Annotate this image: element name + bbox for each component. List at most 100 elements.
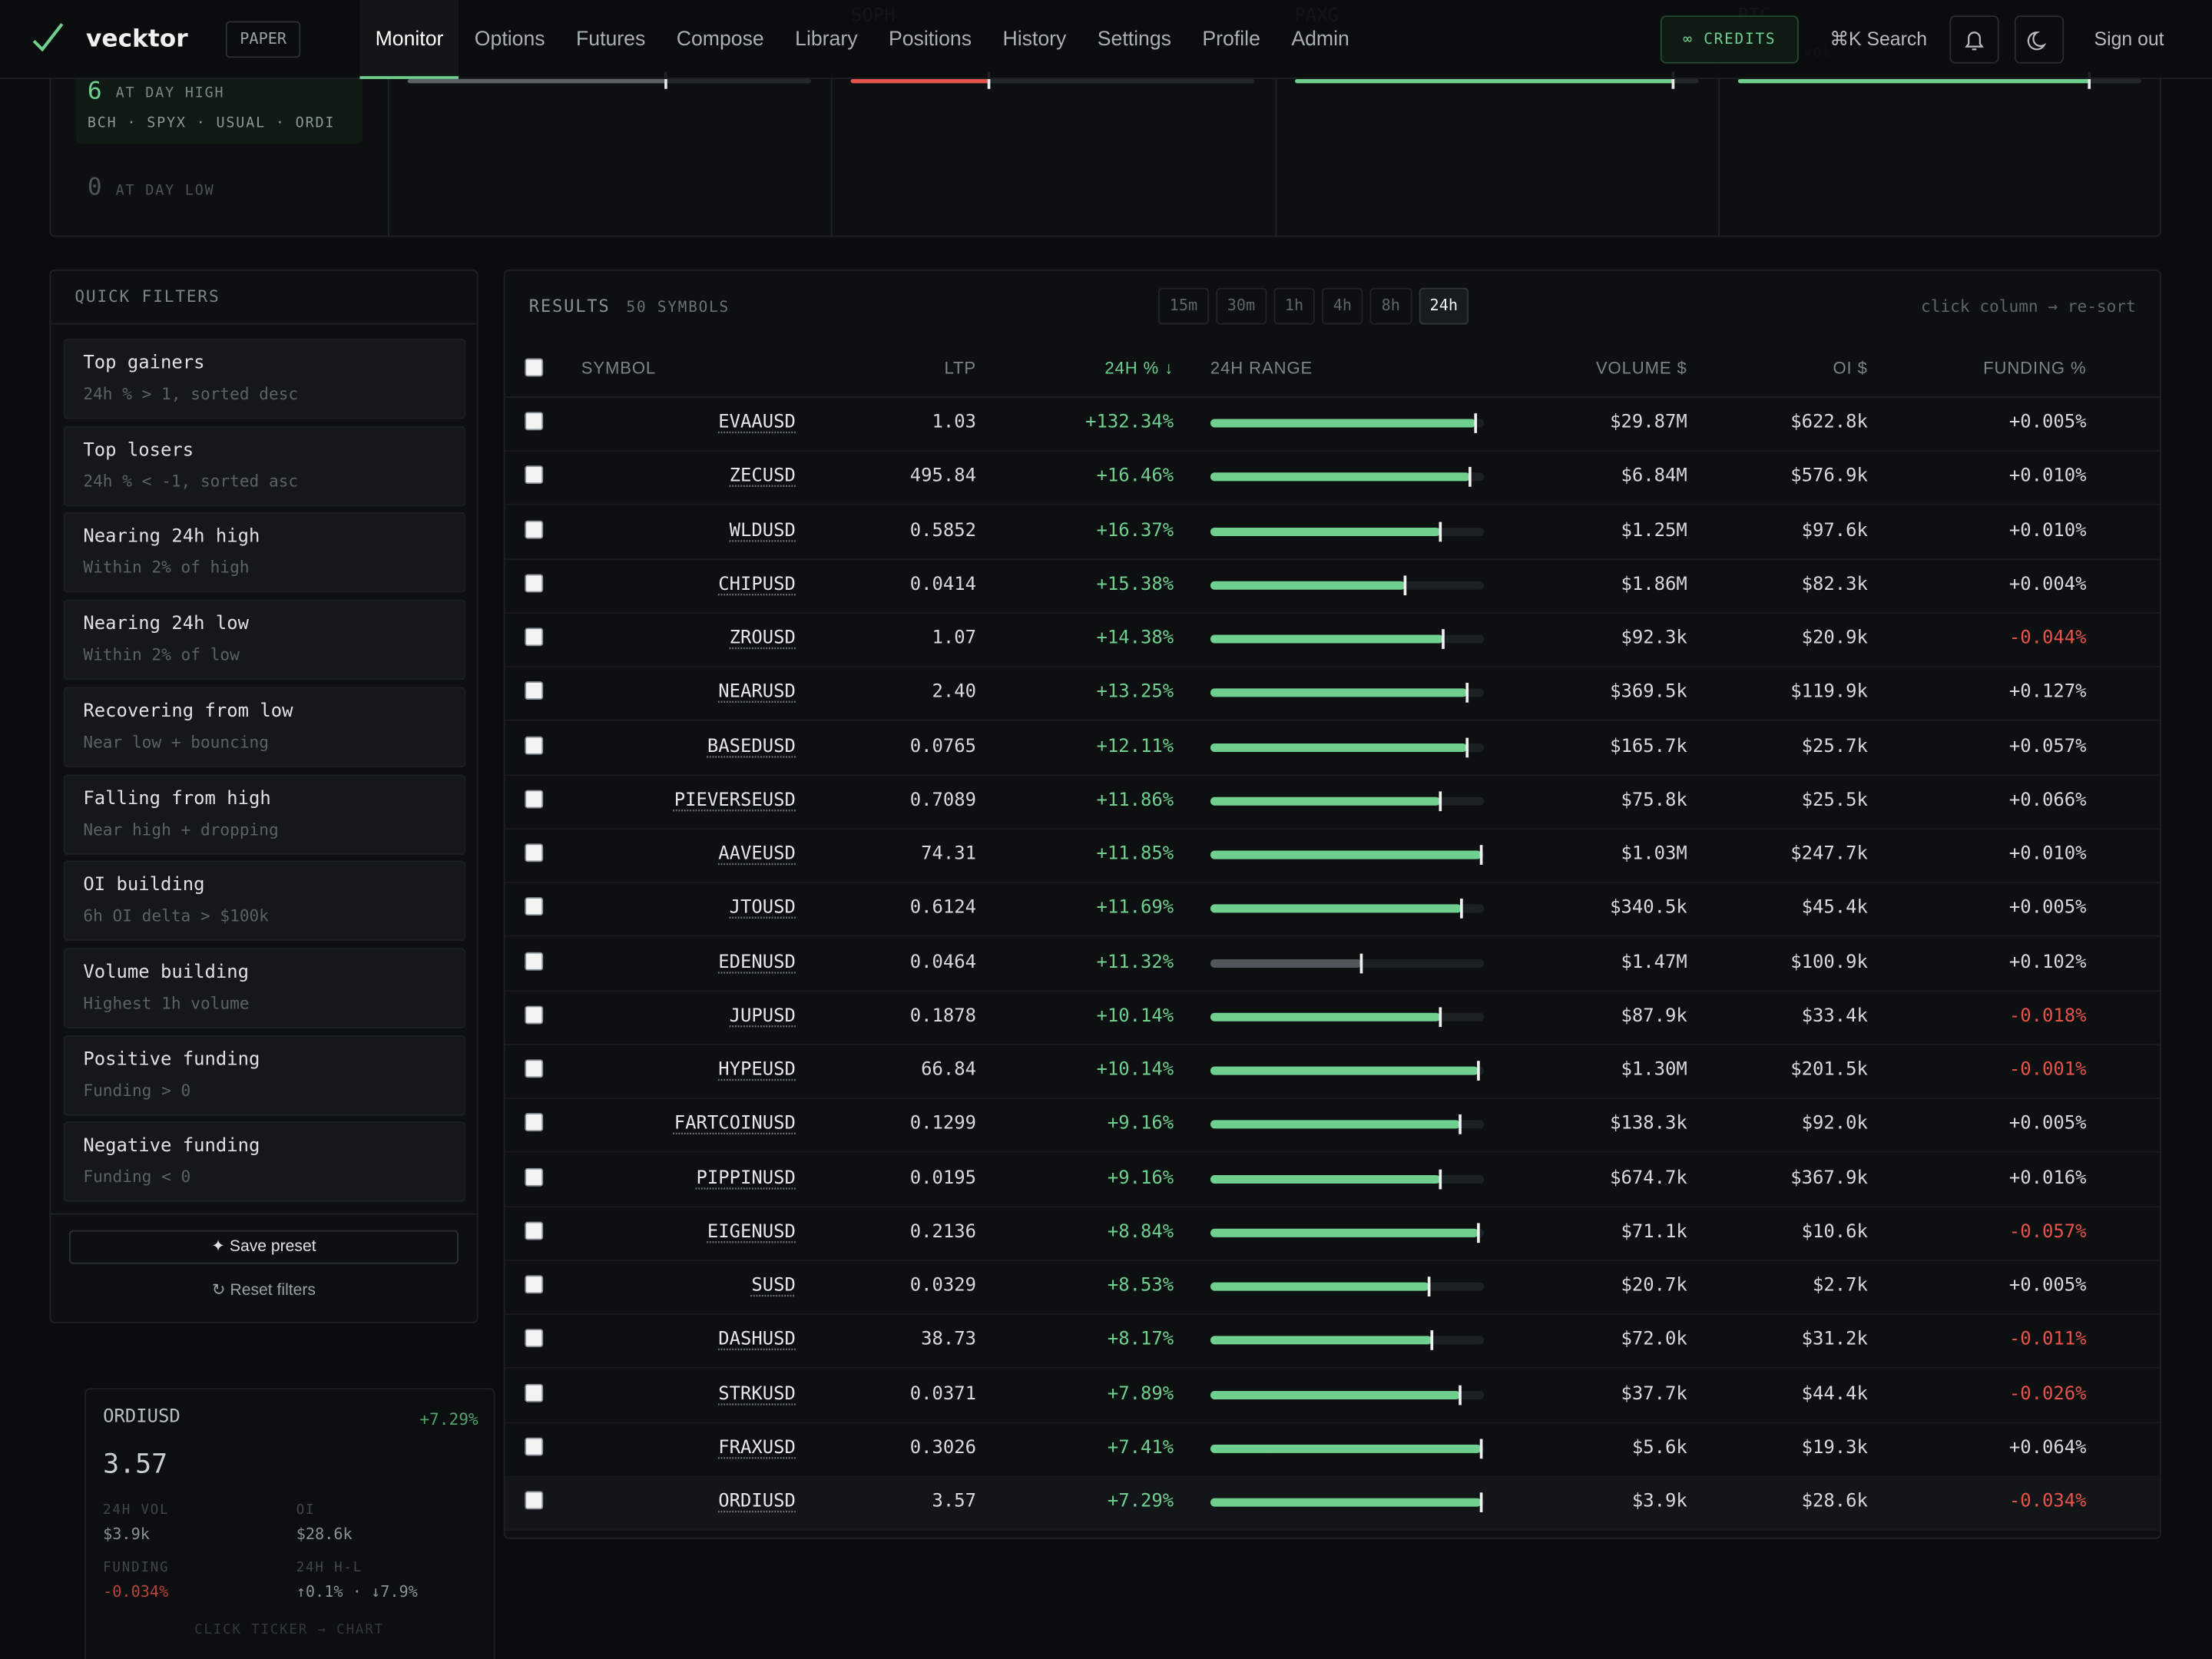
symbol[interactable]: WLDUSD [729,519,796,541]
filter-name[interactable]: Positive funding [83,1048,260,1071]
checkbox[interactable] [525,1167,544,1186]
nav-item[interactable]: Library [795,28,858,51]
filter-item[interactable] [63,860,466,942]
filter-item[interactable] [63,512,466,594]
filter-desc[interactable]: 24h % > 1, sorted desc [83,383,299,404]
checkbox[interactable] [525,574,544,592]
column-header[interactable]: 24H RANGE [1210,358,1313,379]
column-header[interactable]: 24H % ↓ [1104,358,1174,379]
column-header[interactable]: LTP [944,358,977,379]
filter-desc[interactable]: Funding < 0 [83,1167,191,1187]
filter-item[interactable] [63,1035,466,1116]
filter-name[interactable]: Recovering from low [83,700,293,723]
filter-item[interactable] [63,948,466,1028]
checkbox[interactable] [525,1221,544,1240]
checkbox[interactable] [525,1491,544,1510]
reset-filters[interactable]: ↻ Reset filters [211,1282,316,1300]
filter-name[interactable]: Volume building [83,962,250,984]
checkbox[interactable] [525,843,544,863]
symbol[interactable]: STRKUSD [718,1382,796,1405]
column-header[interactable]: FUNDING % [1983,358,2087,379]
filter-desc[interactable]: Highest 1h volume [83,992,250,1013]
notifications-button[interactable] [1949,15,1999,64]
checkbox[interactable] [525,519,544,538]
nav-item[interactable]: Options [474,28,545,51]
checkbox[interactable] [525,951,544,970]
filter-name[interactable]: Negative funding [83,1136,260,1157]
nav-item[interactable]: Monitor [359,0,459,79]
theme-button[interactable] [2014,15,2065,64]
detail-hint[interactable]: CLICK TICKER → CHART [194,1622,384,1638]
symbol[interactable]: EDENUSD [718,951,796,973]
filter-name[interactable]: OI building [83,875,205,896]
checkbox[interactable] [525,465,544,485]
column-header[interactable]: OI $ [1833,358,1868,379]
symbol[interactable]: CHIPUSD [718,574,796,595]
column-header[interactable]: VOLUME $ [1595,358,1687,379]
filter-name[interactable]: Nearing 24h high [83,526,260,548]
filter-item[interactable] [63,599,466,680]
symbol[interactable]: JTOUSD [729,897,796,919]
symbol[interactable]: ZROUSD [729,628,796,649]
checkbox[interactable] [525,1005,544,1025]
timeframe-button[interactable]: 8h [1369,287,1412,325]
filter-name[interactable]: Top losers [83,439,194,462]
filter-item[interactable] [63,338,466,419]
timeframe-button[interactable]: 1h [1273,287,1315,325]
credits-button[interactable]: ∞ CREDITS [1660,15,1799,64]
save-preset[interactable]: ✦ Save preset [69,1230,459,1264]
filter-name[interactable]: Falling from high [83,787,271,810]
sign-out[interactable]: Sign out [2094,28,2164,50]
timeframe-button[interactable]: 4h [1322,287,1363,325]
checkbox[interactable] [525,1275,544,1294]
timeframe-button[interactable]: 30m [1216,287,1267,325]
symbol[interactable]: ZECUSD [729,465,796,488]
symbol[interactable]: SUSD [751,1275,796,1296]
timeframe-button[interactable]: 24h [1418,287,1469,325]
checkbox[interactable] [525,790,544,808]
checkbox[interactable] [525,897,544,916]
checkbox[interactable] [525,1437,544,1456]
filter-desc[interactable]: Funding > 0 [83,1080,191,1100]
filter-desc[interactable]: Near high + dropping [83,819,279,839]
symbol[interactable]: PIEVERSEUSD [674,790,796,811]
nav-item[interactable]: Profile [1202,28,1260,51]
filter-item[interactable] [63,1121,466,1203]
filter-desc[interactable]: Near low + bouncing [83,731,270,752]
symbol[interactable]: HYPEUSD [718,1059,796,1081]
nav-item[interactable]: History [1002,28,1067,51]
symbol[interactable]: FARTCOINUSD [674,1113,796,1135]
checkbox[interactable] [525,1059,544,1078]
filter-item[interactable] [63,426,466,506]
nav-item[interactable]: Settings [1097,28,1172,51]
nav-item[interactable]: Positions [888,28,972,51]
filter-item[interactable] [63,773,466,855]
filter-desc[interactable]: 6h OI delta > $100k [83,906,270,926]
checkbox[interactable] [525,358,544,377]
search[interactable]: ⌘K Search [1830,28,1928,50]
symbol[interactable]: JUPUSD [729,1005,796,1027]
filter-name[interactable]: Top gainers [83,353,205,374]
filter-name[interactable]: Nearing 24h low [83,614,250,635]
symbol[interactable]: ORDIUSD [718,1491,796,1512]
column-header[interactable]: SYMBOL [581,358,657,379]
timeframe-button[interactable]: 15m [1157,287,1209,325]
checkbox[interactable] [525,412,544,431]
filter-desc[interactable]: 24h % < -1, sorted asc [83,470,299,491]
checkbox[interactable] [525,681,544,700]
symbol[interactable]: BASEDUSD [707,735,796,757]
checkbox[interactable] [525,1113,544,1132]
symbol[interactable]: NEARUSD [718,681,796,704]
symbol[interactable]: DASHUSD [718,1329,796,1351]
symbol[interactable]: EVAAUSD [718,412,796,433]
filter-desc[interactable]: Within 2% of low [83,644,240,665]
symbol[interactable]: FRAXUSD [718,1437,796,1459]
filter-item[interactable] [63,687,466,767]
checkbox[interactable] [525,1329,544,1348]
filter-desc[interactable]: Within 2% of high [83,558,250,578]
checkbox[interactable] [525,1382,544,1402]
symbol[interactable]: PIPPINUSD [696,1167,796,1189]
symbol[interactable]: EIGENUSD [707,1221,796,1243]
logo[interactable]: vecktor [86,25,188,54]
nav-item[interactable]: Admin [1291,28,1349,51]
